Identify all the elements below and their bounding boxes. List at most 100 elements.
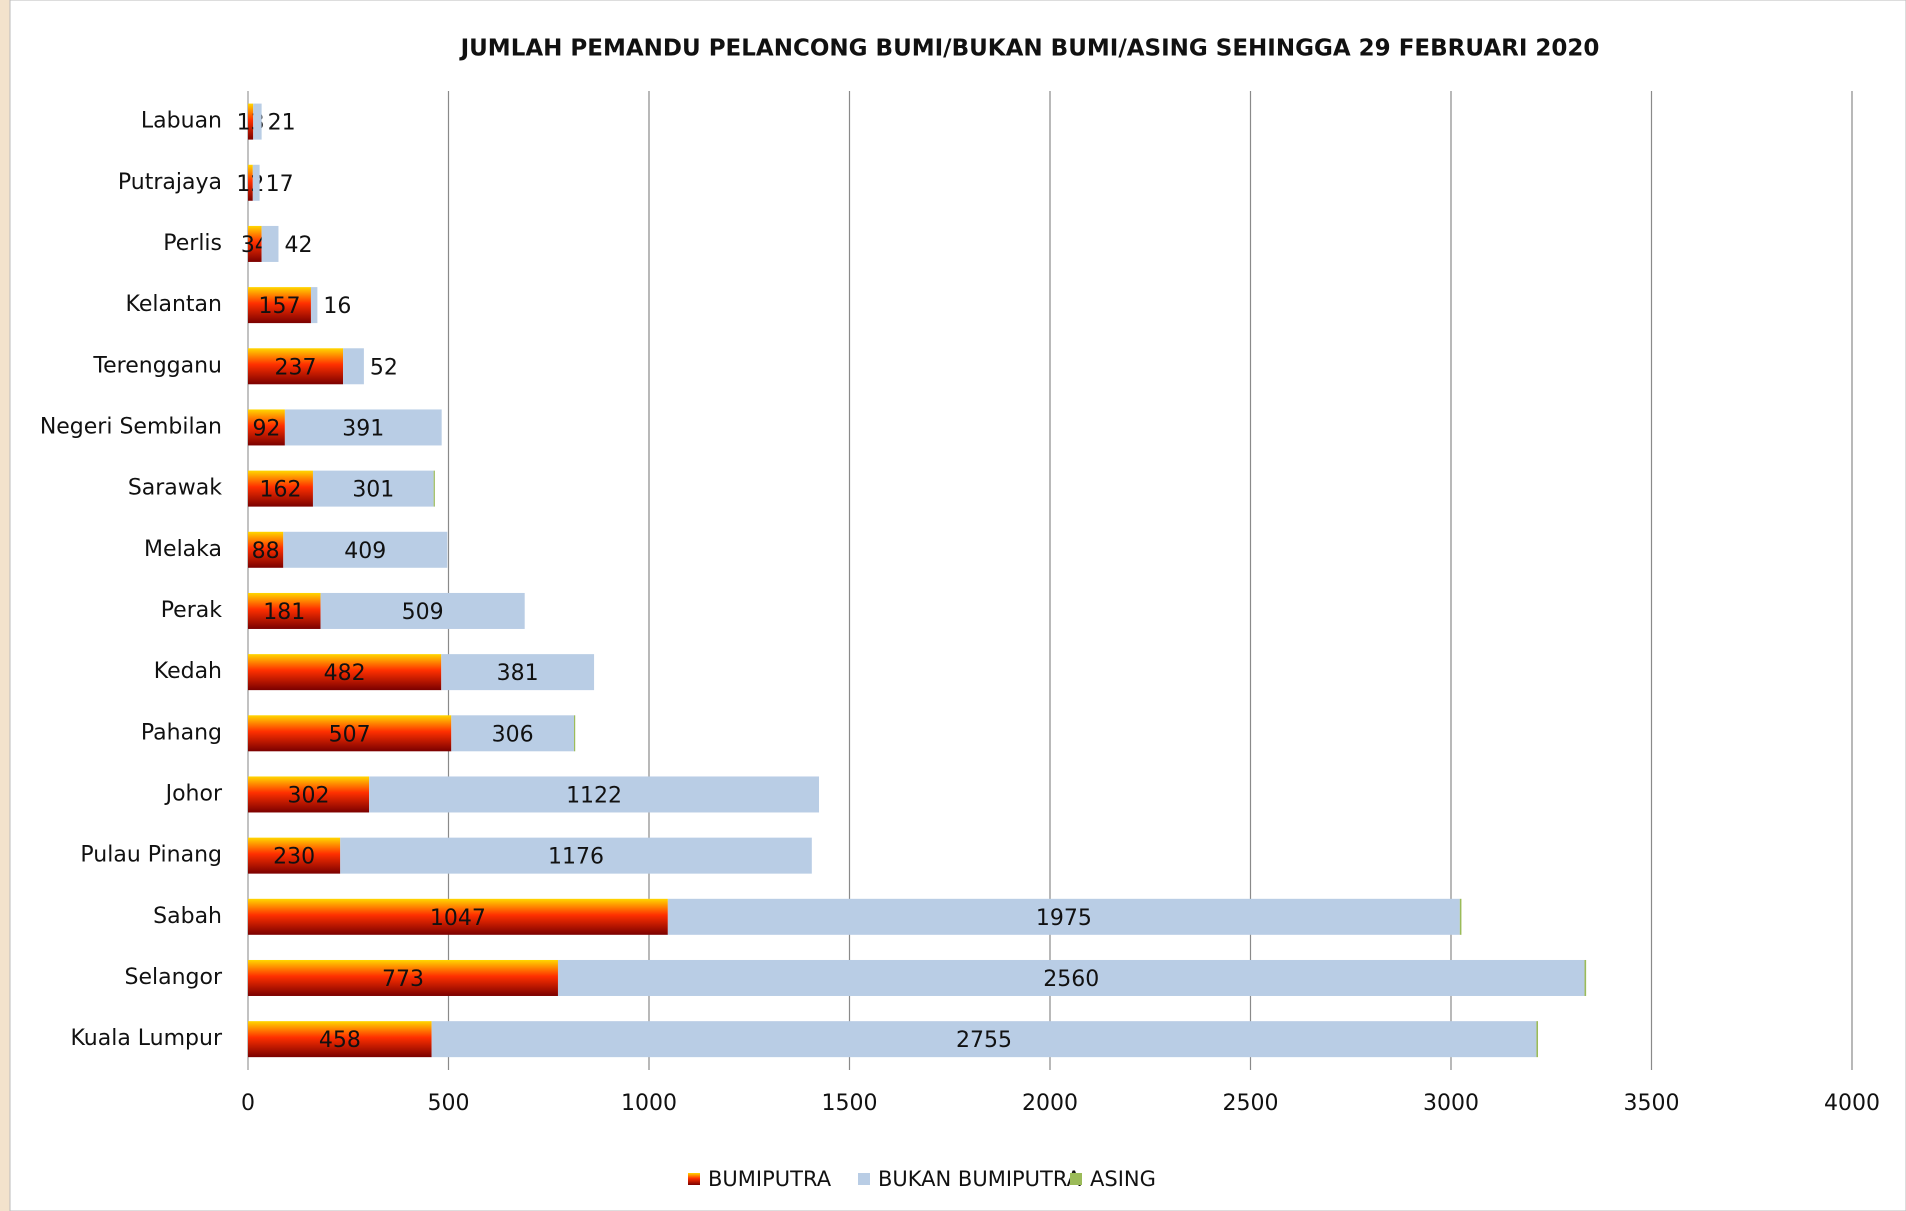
bar-segment	[248, 959, 558, 996]
x-tick-label: 3500	[1624, 1091, 1680, 1116]
x-tick-label: 1500	[822, 1091, 878, 1116]
value-label: 302	[288, 783, 330, 808]
bar-segment	[248, 776, 370, 813]
value-label: 1047	[430, 906, 486, 931]
value-label: 181	[263, 600, 305, 625]
category-label: Negeri Sembilan	[40, 414, 222, 439]
bar-segment	[248, 470, 313, 507]
bar-segment	[310, 287, 318, 324]
value-label: 391	[342, 416, 384, 441]
bar-segment	[557, 959, 1585, 996]
value-label: 773	[382, 967, 424, 992]
x-tick-label: 500	[428, 1091, 470, 1116]
category-label: Kuala Lumpur	[70, 1026, 222, 1051]
value-label: 301	[352, 478, 394, 503]
value-label: 17	[266, 172, 294, 197]
bar-segment	[253, 103, 262, 140]
bar-segment	[248, 287, 311, 324]
x-tick-label: 3000	[1423, 1091, 1479, 1116]
bar-segment	[248, 837, 341, 874]
bar-segment	[248, 348, 344, 385]
value-label: 2560	[1043, 967, 1099, 992]
value-label: 88	[252, 539, 280, 564]
bar-segment	[1459, 898, 1462, 935]
bar-segment	[252, 164, 260, 201]
legend-swatch	[858, 1173, 870, 1185]
x-tick-label: 2500	[1223, 1091, 1279, 1116]
value-label: 12	[236, 172, 264, 197]
bar-segment	[248, 898, 668, 935]
legend-label: ASING	[1090, 1167, 1156, 1191]
category-label: Terengganu	[92, 353, 222, 378]
bar-segment	[451, 715, 575, 752]
chart-title: JUMLAH PEMANDU PELANCONG BUMI/BUKAN BUMI…	[459, 36, 1600, 62]
category-label: Putrajaya	[118, 170, 222, 195]
bar-segment	[248, 531, 284, 568]
bar-segment	[574, 715, 576, 752]
x-tick-label: 1000	[621, 1091, 677, 1116]
value-label: 2755	[956, 1028, 1012, 1053]
category-label: Perak	[161, 598, 223, 623]
value-label: 42	[284, 233, 312, 258]
category-label: Sarawak	[128, 476, 222, 501]
legend-swatch	[1070, 1173, 1082, 1185]
bar-segment	[284, 409, 442, 446]
value-label: 509	[402, 600, 444, 625]
value-label: 92	[252, 416, 280, 441]
value-label: 1176	[548, 845, 604, 870]
value-label: 409	[344, 539, 386, 564]
value-label: 381	[497, 661, 539, 686]
bar-segment	[283, 531, 448, 568]
value-label: 16	[323, 294, 351, 319]
value-label: 1122	[566, 783, 622, 808]
bar-segment	[441, 654, 595, 691]
legend-label: BUKAN BUMIPUTRA	[878, 1167, 1082, 1191]
bar-segment	[431, 1021, 1537, 1058]
bar-segment	[343, 348, 364, 385]
bar-segment	[261, 225, 279, 262]
category-label: Pulau Pinang	[80, 843, 222, 868]
value-label: 230	[273, 845, 315, 870]
category-label: Perlis	[163, 231, 222, 256]
value-label: 306	[492, 722, 534, 747]
value-label: 52	[370, 355, 398, 380]
category-label: Selangor	[124, 965, 222, 990]
x-tick-label: 0	[241, 1091, 255, 1116]
value-label: 237	[275, 355, 317, 380]
category-label: Kelantan	[126, 292, 222, 317]
bar-segment	[248, 103, 254, 140]
bar-segment	[1584, 959, 1587, 996]
bar-segment	[248, 225, 262, 262]
bar-segment	[369, 776, 820, 813]
bar-segment	[433, 470, 435, 507]
bar-segment	[248, 654, 442, 691]
value-label: 157	[258, 294, 300, 319]
bar-segment	[340, 837, 812, 874]
legend-label: BUMIPUTRA	[708, 1167, 832, 1191]
value-label: 482	[324, 661, 366, 686]
bar-segment	[248, 164, 253, 201]
bar-segment	[248, 1021, 432, 1058]
value-label: 162	[259, 478, 301, 503]
x-tick-label: 4000	[1824, 1091, 1880, 1116]
bar-segment	[248, 409, 285, 446]
category-label: Melaka	[144, 537, 222, 562]
legend-swatch	[688, 1173, 700, 1185]
value-label: 1975	[1036, 906, 1092, 931]
category-label: Kedah	[154, 659, 222, 684]
bar-segment	[312, 470, 434, 507]
value-label: 507	[329, 722, 371, 747]
value-label: 21	[268, 111, 296, 136]
category-label: Johor	[164, 781, 223, 806]
category-label: Sabah	[153, 904, 222, 929]
bar-segment	[320, 592, 525, 629]
value-label: 458	[319, 1028, 361, 1053]
bar-segment	[1536, 1021, 1539, 1058]
bar-segment	[248, 592, 321, 629]
bar-segment	[667, 898, 1460, 935]
x-tick-label: 2000	[1022, 1091, 1078, 1116]
category-label: Labuan	[141, 109, 222, 134]
bar-segment	[248, 715, 452, 752]
category-label: Pahang	[141, 720, 222, 745]
